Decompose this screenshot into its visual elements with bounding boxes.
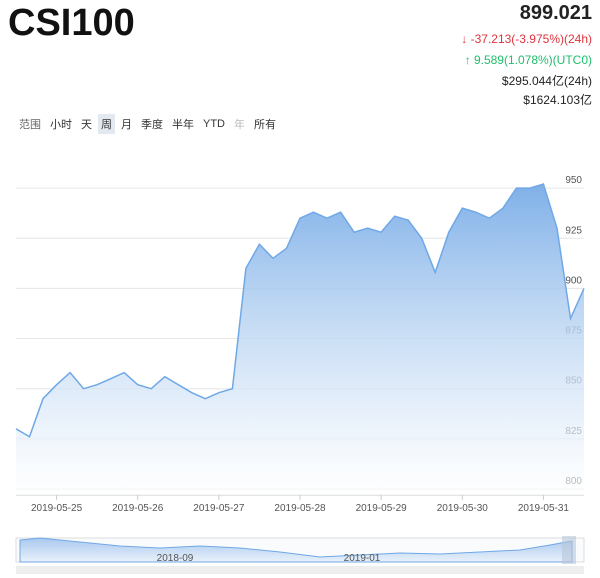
range-button[interactable]: 半年 [172, 119, 194, 131]
x-tick-label: 2019-05-28 [274, 503, 326, 514]
y-tick-label: 925 [565, 225, 582, 236]
x-tick-label: 2019-05-31 [518, 503, 570, 514]
scrollbar[interactable] [16, 566, 584, 574]
x-tick-label: 2019-05-30 [437, 503, 489, 514]
volume: $295.044亿(24h) [501, 74, 592, 88]
navigator-handle[interactable] [562, 536, 576, 564]
change-24h: ↓ -37.213(-3.975%)(24h) [461, 32, 592, 46]
range-button[interactable]: 季度 [141, 119, 163, 131]
area [16, 184, 584, 495]
market-cap: $1624.103亿 [523, 93, 592, 107]
range-button[interactable]: 小时 [50, 119, 72, 131]
x-tick-label: 2019-05-25 [31, 503, 83, 514]
navigator-label: 2019-01 [344, 553, 381, 564]
range-button[interactable]: 月 [121, 119, 132, 131]
down-arrow: ↓ [461, 32, 471, 46]
up-arrow: ↑ [464, 53, 474, 67]
x-tick-label: 2019-05-26 [112, 503, 164, 514]
range-label: 范围 [19, 119, 41, 131]
x-tick-label: 2019-05-29 [356, 503, 408, 514]
range-button[interactable]: 天 [81, 119, 92, 131]
range-button[interactable]: 周 [98, 114, 115, 134]
range-selector: 范围 小时天周月季度 半年 YTD 年所有 [16, 114, 279, 134]
change-text: -37.213(-3.975%)(24h) [470, 32, 592, 46]
navigator-label: 2018-09 [157, 553, 194, 564]
line [15, 183, 585, 438]
title: CSI100 [8, 2, 135, 44]
x-tick-label: 2019-05-27 [193, 503, 245, 514]
change-utc0: ↑ 9.589(1.078%)(UTC0) [465, 53, 592, 67]
change-text: 9.589(1.078%)(UTC0) [473, 53, 592, 67]
range-button[interactable]: 年 [234, 119, 245, 131]
y-tick-label: 950 [565, 175, 582, 186]
y-tick-label: 900 [565, 275, 582, 286]
price: 899.021 [519, 2, 592, 24]
range-button[interactable]: YTD [203, 118, 225, 130]
range-button[interactable]: 所有 [254, 119, 276, 131]
